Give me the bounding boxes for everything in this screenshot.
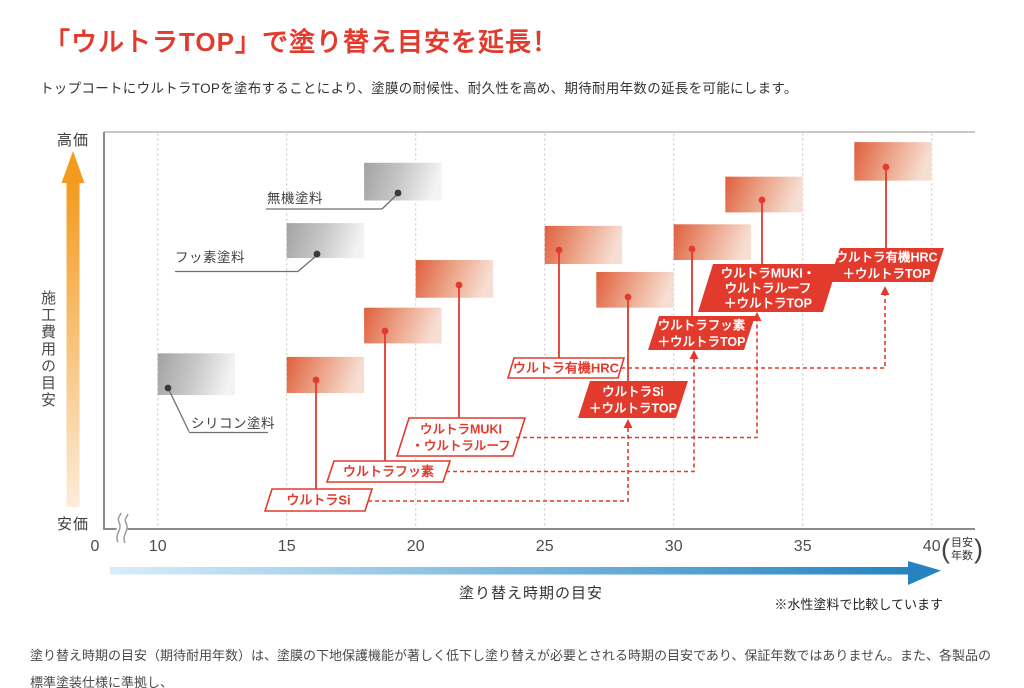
bar-dot-ultra_si_top — [624, 293, 632, 301]
bar-label-silicone: シリコン塗料 — [191, 415, 275, 431]
label-box-ultra_hrc — [506, 357, 626, 379]
bar-fluorine — [286, 223, 365, 259]
unit-open-paren: ( — [941, 534, 950, 564]
axis-break-mask — [113, 512, 132, 543]
label-box-ultra_hrc_top — [829, 248, 944, 282]
x-tick-label-40: 40 — [923, 538, 941, 555]
x-tick-label-25: 25 — [536, 538, 554, 555]
axis-break-mark — [116, 512, 122, 543]
bar-dot-ultra_hrc — [555, 246, 563, 254]
bar-dot-ultra_hrc_top — [882, 163, 890, 171]
bar-ultra_fusso_top — [673, 224, 752, 261]
comparison-note: ※水性塗料で比較しています — [774, 597, 943, 612]
unit-line2: 年数 — [951, 549, 973, 562]
label-box-ultra_fusso_top — [648, 316, 755, 350]
bar-ultra_si_top — [596, 271, 674, 308]
label-text-ultra_muki_roof: ・ウルトラルーフ — [411, 439, 510, 453]
x-tick-label-20: 20 — [407, 538, 425, 555]
x-tick-label-35: 35 — [794, 538, 812, 555]
axis-break-mark — [123, 513, 129, 544]
bar-dot-ultra_muki_roof — [455, 281, 463, 289]
leader-line-fluorine — [297, 255, 317, 272]
bar-inorganic — [364, 162, 442, 201]
label-text-ultra_muki_roof_top: ウルトラMUKI・ — [721, 266, 815, 280]
time-arrow-head — [908, 561, 941, 585]
bar-dot-fluorine — [313, 250, 321, 258]
extension-dash-ultra_hrc_top — [621, 294, 886, 369]
x-axis-title: 塗り替え時期の目安 — [458, 585, 603, 602]
bar-dot-ultra_fusso — [381, 327, 389, 335]
bar-ultra_muki_roof_top — [725, 176, 803, 213]
label-text-ultra_fusso: ウルトラフッ素 — [343, 464, 434, 479]
extension-dash-ultra_si_top — [368, 427, 629, 502]
label-text-ultra_si: ウルトラSi — [286, 493, 350, 508]
extension-dash-ultra_fusso_top — [446, 358, 695, 473]
label-box-ultra_muki_roof — [395, 417, 527, 457]
label-box-ultra_muki_roof_top — [698, 264, 838, 312]
bar-label-inorganic: 無機塗料 — [267, 190, 323, 206]
extension-dash-ultra_muki_roof_top — [516, 320, 758, 439]
unit-close-paren: ) — [974, 534, 983, 564]
leader-line-silicone — [167, 387, 190, 432]
label-text-ultra_muki_roof_top: ＋ウルトラTOP — [724, 297, 812, 311]
x-tick-label-0: 0 — [91, 538, 100, 555]
bar-dot-silicone — [164, 384, 172, 392]
label-text-ultra_hrc_top: ウルトラ有機HRC — [835, 249, 937, 264]
label-box-ultra_fusso — [325, 460, 452, 483]
extension-arrowhead-ultra_si_top — [623, 419, 633, 428]
x-axis-unit-label: ( 目安 年数 ) — [941, 536, 983, 563]
cost-arrow-shaft — [66, 181, 80, 507]
x-tick-label-30: 30 — [665, 538, 683, 555]
extension-arrowhead-ultra_muki_roof_top — [752, 312, 762, 321]
bar-label-fluorine: フッ素塗料 — [175, 249, 245, 265]
label-box-ultra_si — [263, 488, 374, 512]
extension-arrowhead-ultra_hrc_top — [880, 286, 890, 295]
label-text-ultra_si_top: ウルトラSi — [602, 385, 664, 399]
label-box-ultra_si_top — [578, 381, 688, 418]
bar-dot-ultra_si — [312, 376, 320, 384]
bar-ultra_fusso — [364, 307, 442, 344]
bar-dot-ultra_fusso_top — [688, 245, 696, 253]
y-axis-title: 施工費用の目安 — [39, 290, 56, 409]
footnote: 塗り替え時期の目安（期待耐用年数）は、塗膜の下地保護機能が著しく低下し塗り替えが… — [30, 642, 994, 688]
label-text-ultra_hrc_top: ＋ウルトラTOP — [843, 267, 931, 281]
footnote-line1: 塗り替え時期の目安（期待耐用年数）は、塗膜の下地保護機能が著しく低下し塗り替えが… — [30, 648, 991, 688]
label-text-ultra_muki_roof_top: ウルトラルーフ — [725, 282, 812, 296]
bar-ultra_si — [286, 356, 365, 394]
y-axis-min-label: 安価 — [57, 516, 90, 533]
bar-ultra_hrc — [544, 225, 623, 265]
leader-line-inorganic — [381, 194, 398, 210]
bar-dot-inorganic — [394, 189, 402, 197]
x-tick-label-10: 10 — [149, 538, 167, 555]
label-text-ultra_fusso_top: ＋ウルトラTOP — [658, 335, 746, 349]
x-tick-label-15: 15 — [278, 538, 296, 555]
y-axis-max-label: 高価 — [57, 132, 90, 149]
label-text-ultra_muki_roof: ウルトラMUKI — [420, 422, 502, 436]
label-text-ultra_hrc: ウルトラ有機HRC — [513, 361, 620, 376]
label-text-ultra_si_top: ＋ウルトラTOP — [589, 401, 677, 415]
bar-dot-ultra_muki_roof_top — [758, 196, 766, 204]
page-subtitle: トップコートにウルトラTOPを塗布することにより、塗膜の耐候性、耐久性を高め、期… — [40, 81, 798, 96]
bar-ultra_hrc_top — [854, 142, 932, 181]
bar-ultra_muki_roof — [415, 260, 494, 298]
extension-arrowhead-ultra_fusso_top — [689, 350, 699, 359]
label-text-ultra_fusso_top: ウルトラフッ素 — [658, 317, 746, 332]
time-arrow-shaft — [110, 567, 910, 575]
page-title: 「ウルトラTOP」で塗り替え目安を延長！ — [44, 27, 559, 57]
cost-arrow-head — [61, 151, 85, 183]
unit-line1: 目安 — [951, 536, 973, 549]
